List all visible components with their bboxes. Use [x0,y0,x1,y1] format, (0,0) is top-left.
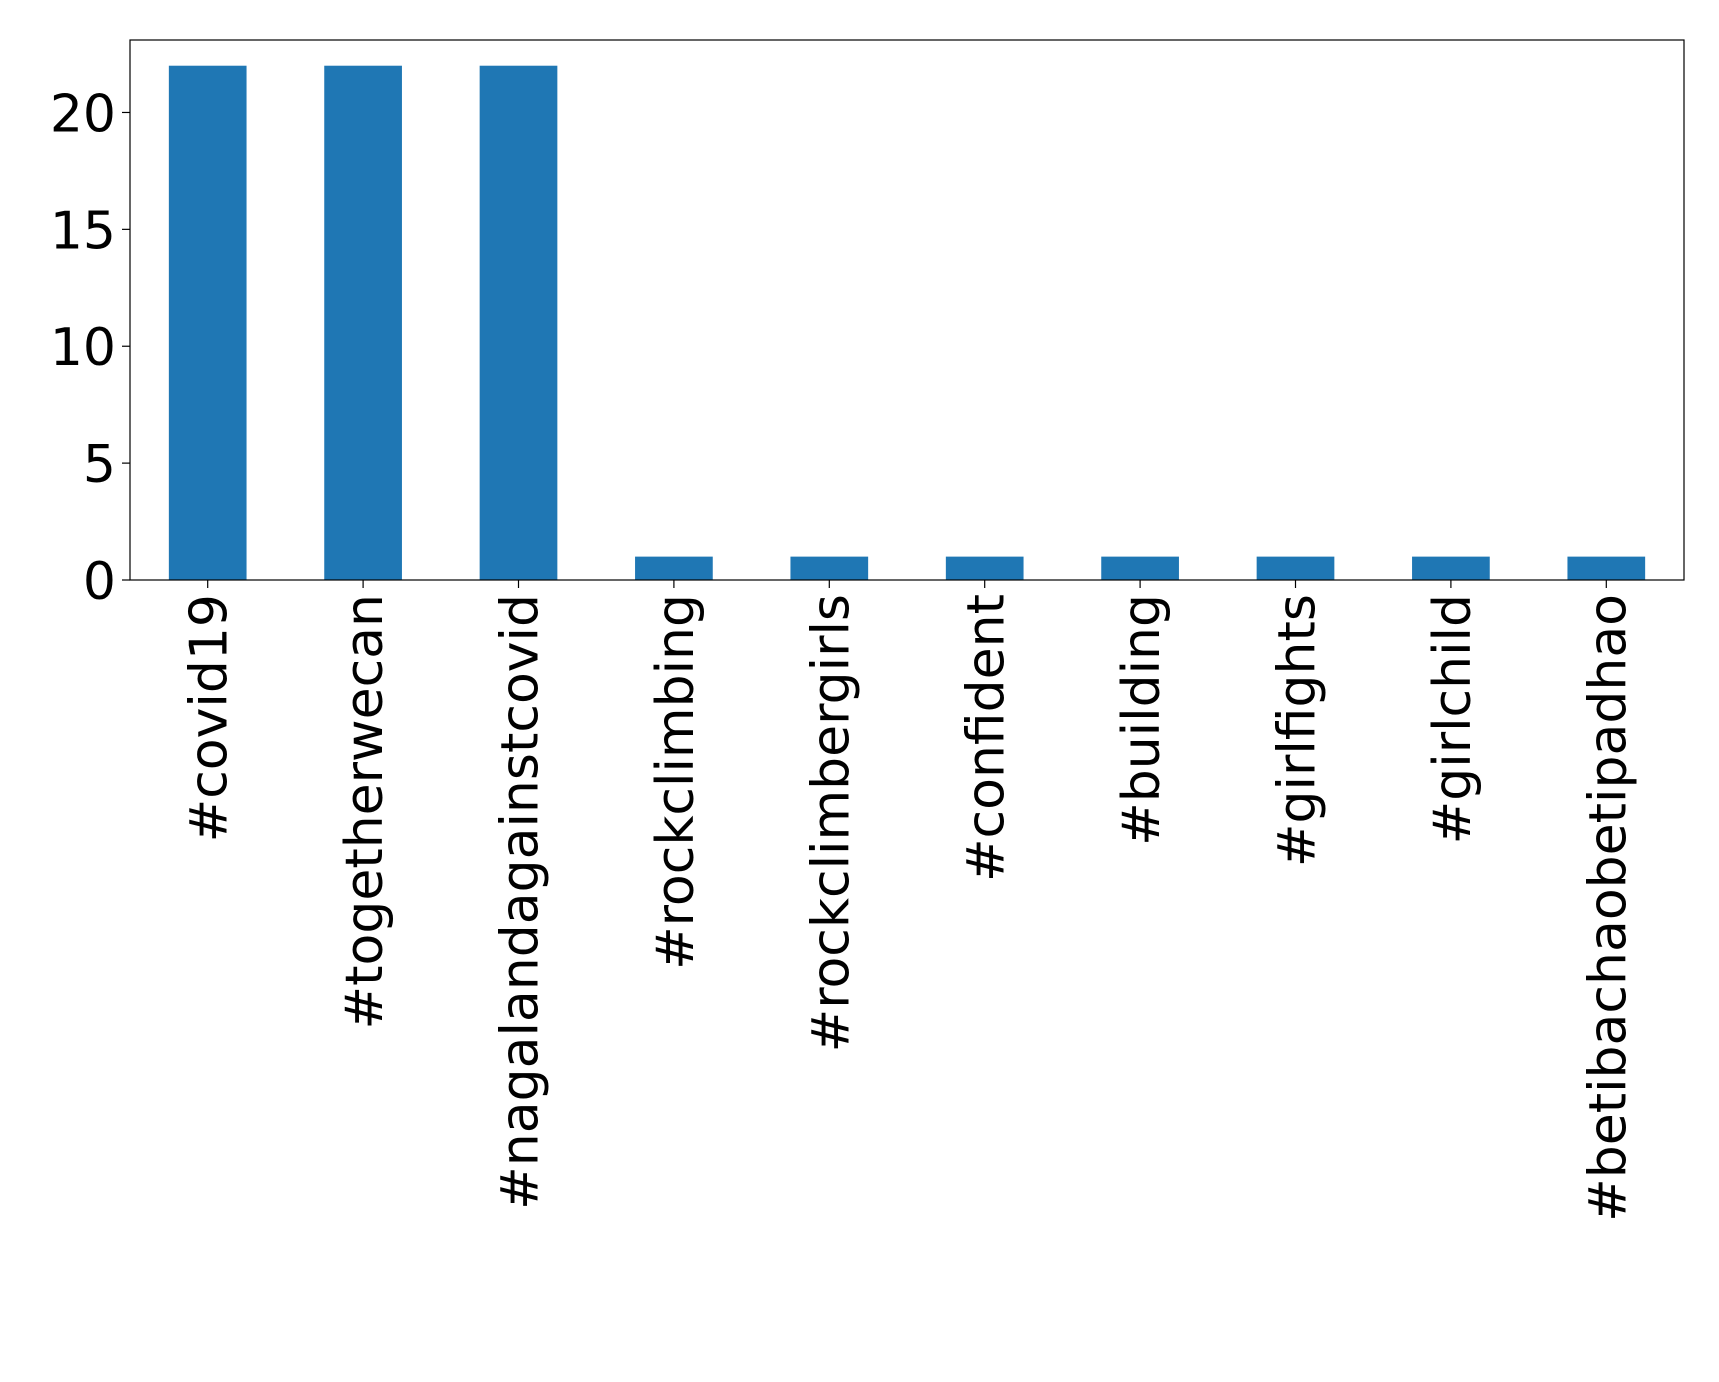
x-tick-label: #rockclimbing [646,594,706,970]
y-tick-label: 0 [83,552,116,612]
y-tick-label: 15 [50,201,116,261]
x-tick-label: #girlchild [1423,594,1483,844]
x-tick-label: #betibachaobetipadhao [1578,594,1638,1222]
bar [1101,556,1179,580]
x-tick-label: #covid19 [180,594,240,842]
y-tick-label: 20 [50,84,116,144]
x-tick-label: #building [1112,594,1172,846]
x-tick-label: #rockclimbergirls [801,594,861,1052]
bar [1256,556,1335,580]
bar [1567,556,1646,580]
bar [635,556,713,580]
bar [168,65,247,580]
x-tick-label: #nagalandagainstcovid [491,594,551,1210]
x-tick-label: #togetherwecan [335,594,395,1029]
bar [479,65,558,580]
x-tick-label: #girlfights [1268,594,1328,867]
bar [324,65,402,580]
bar [945,556,1024,580]
x-tick-label: #confident [957,594,1017,882]
plot-frame [129,39,1685,581]
bar [790,556,869,580]
y-tick-label: 5 [83,435,116,495]
y-tick-label: 10 [50,318,116,378]
bar [1412,556,1490,580]
